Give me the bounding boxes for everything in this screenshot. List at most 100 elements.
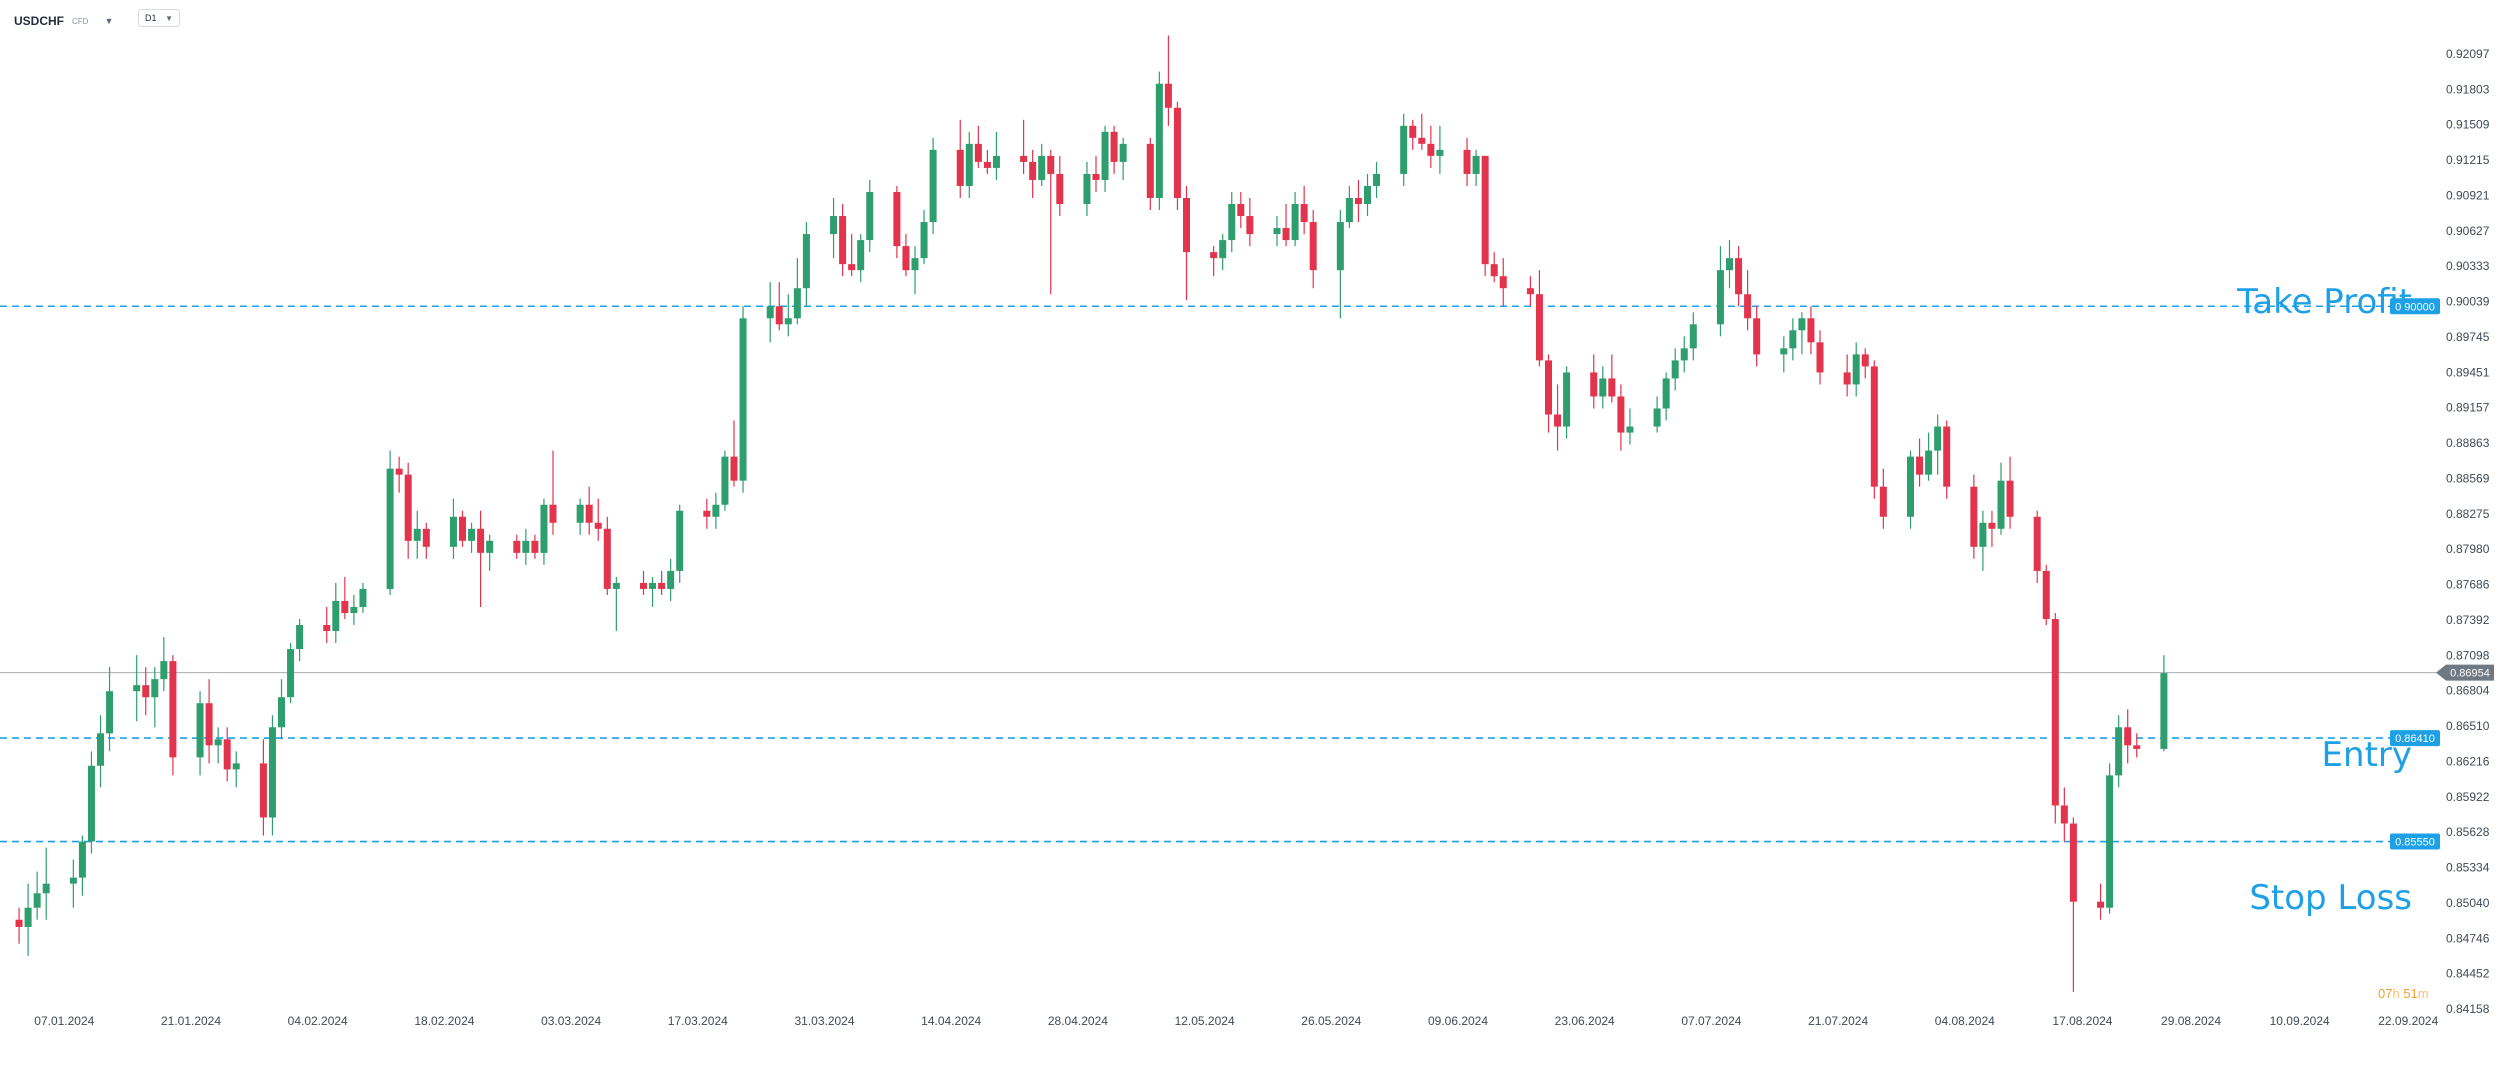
- bullish-candle: [332, 582, 340, 644]
- candle-body: [667, 570, 675, 589]
- bullish-candle: [350, 594, 358, 626]
- bearish-candle: [956, 119, 964, 198]
- candle-body: [459, 516, 466, 541]
- candle-body: [1436, 149, 1444, 156]
- candle-body: [2097, 901, 2105, 908]
- bearish-candle: [2069, 817, 2077, 992]
- timeframe-select[interactable]: D1 ▼: [138, 9, 180, 27]
- bullish-candle: [612, 576, 620, 632]
- symbol-name[interactable]: USDCHF: [14, 14, 64, 28]
- price-axis[interactable]: 0.92097 0.91803 0.91509 0.91215 0.90921 0.906…: [2446, 47, 2490, 1016]
- bearish-candle: [983, 149, 991, 174]
- plot-background: [0, 30, 2430, 1015]
- bullish-candle: [268, 715, 276, 836]
- bearish-candle: [1735, 246, 1743, 307]
- bullish-candle: [449, 498, 457, 559]
- candle-body: [404, 474, 412, 541]
- take-profit-price-tag: 0.90000: [2390, 298, 2440, 315]
- bearish-candle: [531, 534, 539, 559]
- candles: [15, 35, 2168, 992]
- y-tick-label: 0.86804: [2446, 684, 2490, 698]
- candle-body: [2106, 775, 2114, 908]
- bullish-candle: [2160, 655, 2168, 752]
- candle-body: [1228, 204, 1236, 241]
- bearish-candle: [2133, 733, 2141, 758]
- candle-body: [603, 528, 611, 589]
- candle-body: [1092, 173, 1100, 180]
- candle-body: [911, 258, 919, 271]
- candle-body: [1354, 197, 1362, 205]
- candle-body: [857, 240, 865, 271]
- candle-body: [2033, 516, 2041, 571]
- bullish-candle: [830, 197, 838, 259]
- candle-body: [1309, 222, 1317, 271]
- bullish-candle: [1400, 113, 1408, 186]
- bullish-candle: [1038, 143, 1046, 186]
- candle-body: [730, 456, 738, 481]
- bearish-candle: [1608, 354, 1616, 403]
- bearish-candle: [730, 420, 738, 487]
- stop-loss-price-tag: 0.85550: [2390, 833, 2440, 850]
- bearish-candle: [1029, 149, 1037, 198]
- candle-countdown: 07h 51m: [2378, 986, 2429, 1001]
- y-tick-label: 0.90627: [2446, 224, 2490, 238]
- bullish-candle: [649, 576, 657, 607]
- bullish-candle: [667, 558, 675, 601]
- bullish-candle: [359, 582, 367, 613]
- x-tick-label: 07.07.2024: [1681, 1014, 1741, 1028]
- bearish-candle: [1943, 420, 1951, 499]
- price-tag-text: 0.86410: [2395, 733, 2435, 745]
- bearish-candle: [1970, 474, 1978, 559]
- candle-body: [142, 685, 150, 698]
- time-axis[interactable]: 07.01.2024 21.01.2024 04.02.2024 18.02.2024…: [34, 1014, 2438, 1028]
- bullish-candle: [1680, 336, 1688, 373]
- price-tag-bg: [2390, 833, 2440, 850]
- x-tick-label: 17.03.2024: [668, 1014, 728, 1028]
- candle-body: [1291, 204, 1299, 241]
- y-tick-label: 0.85334: [2446, 861, 2490, 875]
- candle-body: [1083, 173, 1091, 205]
- candle-body: [1490, 264, 1498, 277]
- bearish-candle: [1246, 197, 1254, 247]
- bearish-candle: [205, 679, 213, 764]
- bullish-candle: [2106, 763, 2114, 914]
- bearish-candle: [142, 667, 150, 716]
- candle-body: [513, 540, 521, 553]
- candle-body: [1273, 228, 1281, 235]
- candle-body: [332, 600, 340, 632]
- bearish-candle: [1753, 306, 1761, 367]
- bullish-candle: [1228, 191, 1236, 253]
- candle-body: [1526, 288, 1534, 295]
- candle-body: [775, 306, 783, 325]
- y-tick-label: 0.88275: [2446, 507, 2490, 521]
- bullish-candle: [1852, 342, 1860, 397]
- candle-body: [287, 649, 295, 698]
- bearish-candle: [1535, 270, 1543, 367]
- candle-body: [1563, 372, 1571, 427]
- bearish-candle: [1146, 137, 1154, 211]
- y-tick-label: 0.86216: [2446, 754, 2490, 768]
- bearish-candle: [2060, 787, 2068, 842]
- candle-body: [1726, 258, 1733, 271]
- current-price-tag-bg: [2436, 664, 2494, 681]
- bearish-candle: [848, 234, 856, 277]
- chart-area[interactable]: [0, 30, 2430, 1015]
- candle-body: [612, 582, 620, 589]
- candle-body: [1861, 354, 1869, 367]
- countdown-hours: 07: [2378, 986, 2393, 1001]
- bullish-candle: [1997, 462, 2005, 535]
- bearish-candle: [603, 516, 611, 595]
- candle-body: [468, 528, 476, 541]
- candle-body: [640, 582, 647, 589]
- entry-price-tag: 0.86410: [2390, 730, 2440, 747]
- x-tick-label: 26.05.2024: [1301, 1014, 1361, 1028]
- candle-body: [1997, 480, 2005, 529]
- candle-body: [540, 504, 548, 553]
- bearish-candle: [1807, 306, 1815, 355]
- symbol-dropdown-icon[interactable]: ▼: [104, 16, 114, 26]
- bullish-candle: [1726, 240, 1733, 289]
- candle-body: [15, 919, 23, 927]
- bullish-candle: [87, 751, 95, 854]
- candle-body: [87, 765, 95, 842]
